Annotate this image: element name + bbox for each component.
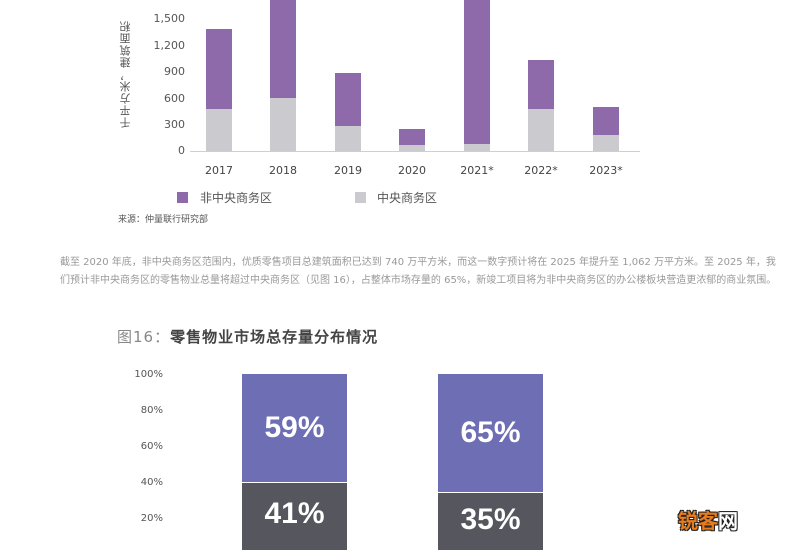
bar-2018 [270,0,296,151]
x-tick: 2023* [589,164,623,177]
legend-label-cbd: 中央商务区 [377,191,438,205]
y-tick: 600 [164,92,185,105]
bar-2023 [593,107,619,151]
segment-cbd [528,109,554,151]
y-tick: 0 [178,144,185,157]
legend-label-noncbd: 非中央商务区 [200,191,273,205]
x-tick: 2022* [524,164,558,177]
x-tick: 2017 [205,164,233,177]
y-tick: 40% [140,477,163,488]
y-tick: 300 [164,118,185,131]
watermark-text-primary: 锐客 [678,509,718,533]
x-axis-line [190,151,640,152]
percent-bar-2: 65% 35% [438,374,543,550]
y-tick: 1,500 [153,12,186,25]
x-tick: 2021* [460,164,494,177]
x-tick: 2019 [334,164,362,177]
segment-cbd [464,144,490,151]
body-paragraph: 截至 2020 年底，非中央商务区范围内，优质零售项目总建筑面积已达到 740 … [60,257,777,286]
segment-cbd [206,109,232,151]
segment-noncbd [593,107,619,135]
y-tick: 20% [140,513,163,524]
percent-bar-1: 59% 41% [242,374,347,550]
y-tick: 900 [164,65,185,78]
figure-number: 图16： [117,328,171,346]
bar-2021 [464,0,490,151]
segment-noncbd [464,0,490,144]
segment-noncbd [335,73,361,126]
y-axis-label: 千平方米，建筑面积 [119,20,132,128]
figure-title-text: 零售物业市场总存量分布情况 [170,328,379,346]
segment-noncbd [399,129,425,145]
y-tick: 100% [134,369,163,380]
chart-source: 来源：仲量联行研究部 [118,215,209,225]
watermark-text-secondary: 网 [718,509,738,533]
segment-noncbd [270,0,296,98]
segment-top: 65% [438,374,543,492]
y-tick: 60% [140,441,163,452]
segment-cbd [593,135,619,151]
segment-cbd [399,145,425,151]
segment-bottom: 41% [242,483,347,550]
y-tick: 80% [140,405,163,416]
segment-cbd [270,98,296,151]
watermark-logo: 锐客网 [678,505,738,534]
segment-bottom: 35% [438,493,543,550]
segment-noncbd [528,60,554,109]
bar-2020 [399,129,425,151]
segment-top: 59% [242,374,347,482]
segment-cbd [335,126,361,151]
legend-swatch-cbd [355,192,366,203]
figure-title: 图16：零售物业市场总存量分布情况 [117,326,378,347]
legend-swatch-noncbd [177,192,188,203]
x-tick: 2018 [269,164,297,177]
bar-2019 [335,73,361,151]
segment-noncbd [206,29,232,109]
y-tick: 1,200 [153,39,186,52]
bar-2022 [528,60,554,151]
bar-2017 [206,29,232,151]
x-tick: 2020 [398,164,426,177]
